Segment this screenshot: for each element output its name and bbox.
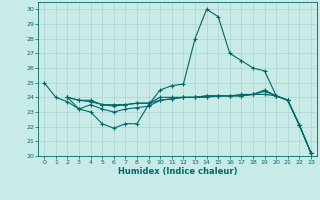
X-axis label: Humidex (Indice chaleur): Humidex (Indice chaleur) — [118, 167, 237, 176]
